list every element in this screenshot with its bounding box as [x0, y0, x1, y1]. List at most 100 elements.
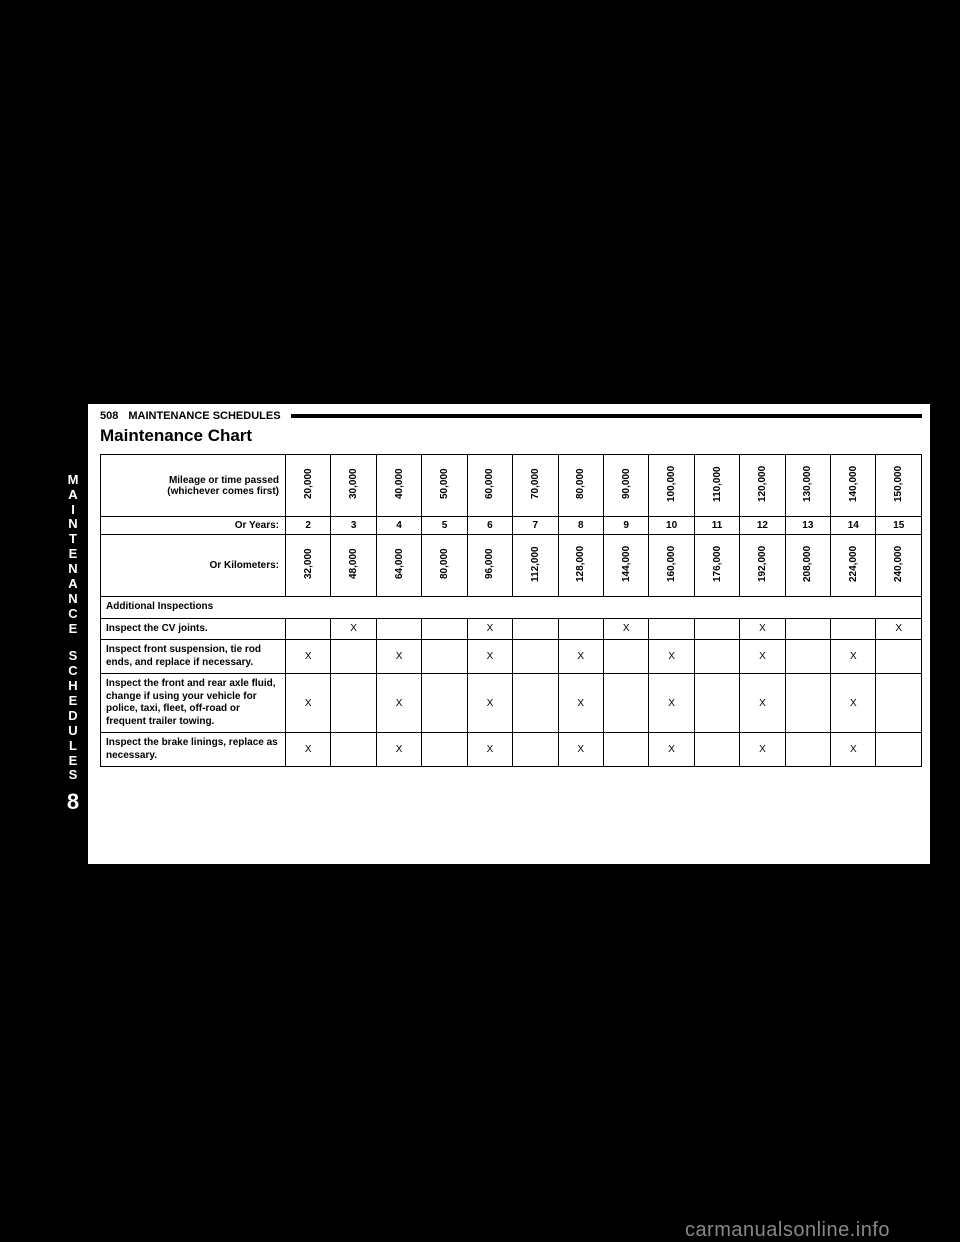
cell: X: [286, 674, 331, 733]
label-years: Or Years:: [101, 517, 286, 535]
content-area: 508 MAINTENANCE SCHEDULES Maintenance Ch…: [88, 404, 930, 864]
cell: [785, 674, 830, 733]
cell: 2: [286, 517, 331, 535]
cell: 40,000: [376, 455, 421, 517]
cell: X: [558, 733, 603, 767]
cell: [694, 674, 739, 733]
label-brake: Inspect the brake linings, replace as ne…: [101, 733, 286, 767]
cell: 20,000: [286, 455, 331, 517]
cell: 48,000: [331, 535, 376, 597]
cell: [331, 674, 376, 733]
cell: 96,000: [467, 535, 512, 597]
cell: 10: [649, 517, 694, 535]
cell: [422, 674, 467, 733]
cell: [876, 674, 922, 733]
cell: 176,000: [694, 535, 739, 597]
section-name: MAINTENANCE SCHEDULES: [128, 410, 280, 422]
cell: 90,000: [603, 455, 648, 517]
cell: X: [286, 640, 331, 674]
chart-title: Maintenance Chart: [100, 426, 922, 446]
cell: 30,000: [331, 455, 376, 517]
cell: X: [467, 618, 512, 640]
side-tab-word2: SCHEDULES: [68, 649, 79, 783]
cell: [422, 640, 467, 674]
cell: [694, 618, 739, 640]
cell: 160,000: [649, 535, 694, 597]
row-mileage: Mileage or time passed(whichever comes f…: [101, 455, 922, 517]
row-brake: Inspect the brake linings, replace as ne…: [101, 733, 922, 767]
cell: 6: [467, 517, 512, 535]
cell: 192,000: [740, 535, 785, 597]
cell: 150,000: [876, 455, 922, 517]
row-additional: Additional Inspections: [101, 597, 922, 619]
cell: 3: [331, 517, 376, 535]
cell: X: [740, 674, 785, 733]
cell: [603, 733, 648, 767]
cell: [422, 733, 467, 767]
cell: X: [467, 640, 512, 674]
row-years: Or Years: 2 3 4 5 6 7 8 9 10 11 12 13 14…: [101, 517, 922, 535]
header-line: 508 MAINTENANCE SCHEDULES: [100, 410, 922, 422]
cell: X: [376, 674, 421, 733]
label-axle: Inspect the front and rear axle fluid, c…: [101, 674, 286, 733]
cell: X: [831, 674, 876, 733]
cell: 15: [876, 517, 922, 535]
cell: [331, 640, 376, 674]
cell: [785, 733, 830, 767]
cell: [286, 618, 331, 640]
cell: [376, 618, 421, 640]
cell: [694, 733, 739, 767]
cell: X: [331, 618, 376, 640]
cell: [785, 640, 830, 674]
cell: 12: [740, 517, 785, 535]
cell: 144,000: [603, 535, 648, 597]
cell: [603, 674, 648, 733]
cell: [513, 733, 558, 767]
cell: 140,000: [831, 455, 876, 517]
side-tab: MAINTENANCE SCHEDULES 8: [60, 404, 88, 864]
cell: 9: [603, 517, 648, 535]
watermark: carmanualsonline.info: [685, 1219, 890, 1242]
cell: 240,000: [876, 535, 922, 597]
cell: 8: [558, 517, 603, 535]
cell: X: [649, 674, 694, 733]
page-number: 508: [100, 410, 118, 422]
header-rule: [291, 414, 922, 418]
cell: 80,000: [558, 455, 603, 517]
cell: 100,000: [649, 455, 694, 517]
cell: [876, 733, 922, 767]
cell: X: [558, 640, 603, 674]
cell: [513, 674, 558, 733]
cell: [513, 640, 558, 674]
cell: 5: [422, 517, 467, 535]
cell: X: [467, 733, 512, 767]
cell: 112,000: [513, 535, 558, 597]
label-cv: Inspect the CV joints.: [101, 618, 286, 640]
cell: [694, 640, 739, 674]
cell: X: [831, 733, 876, 767]
row-km: Or Kilometers: 32,000 48,000 64,000 80,0…: [101, 535, 922, 597]
cell: X: [740, 640, 785, 674]
label-km: Or Kilometers:: [101, 535, 286, 597]
cell: 60,000: [467, 455, 512, 517]
cell: 80,000: [422, 535, 467, 597]
cell: [876, 640, 922, 674]
cell: 110,000: [694, 455, 739, 517]
cell: X: [649, 640, 694, 674]
label-mileage: Mileage or time passed(whichever comes f…: [101, 455, 286, 517]
cell: 120,000: [740, 455, 785, 517]
cell: [513, 618, 558, 640]
cell: [558, 618, 603, 640]
cell: [422, 618, 467, 640]
cell: 64,000: [376, 535, 421, 597]
label-additional: Additional Inspections: [101, 597, 922, 619]
cell: 50,000: [422, 455, 467, 517]
cell: X: [649, 733, 694, 767]
cell: 11: [694, 517, 739, 535]
label-susp: Inspect front suspension, tie rod ends, …: [101, 640, 286, 674]
cell: 128,000: [558, 535, 603, 597]
cell: [331, 733, 376, 767]
page-container: MAINTENANCE SCHEDULES 8 508 MAINTENANCE …: [60, 404, 930, 864]
cell: 13: [785, 517, 830, 535]
cell: X: [467, 674, 512, 733]
